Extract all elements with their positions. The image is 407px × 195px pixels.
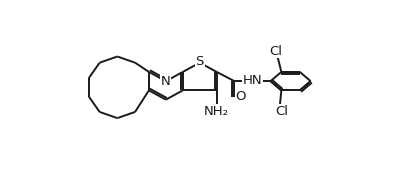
Text: NH₂: NH₂ bbox=[204, 105, 229, 118]
Text: HN: HN bbox=[242, 74, 262, 87]
Text: N: N bbox=[161, 75, 171, 88]
Text: O: O bbox=[235, 90, 246, 103]
Text: Cl: Cl bbox=[269, 45, 282, 58]
Text: Cl: Cl bbox=[275, 105, 288, 118]
Text: S: S bbox=[195, 55, 204, 68]
